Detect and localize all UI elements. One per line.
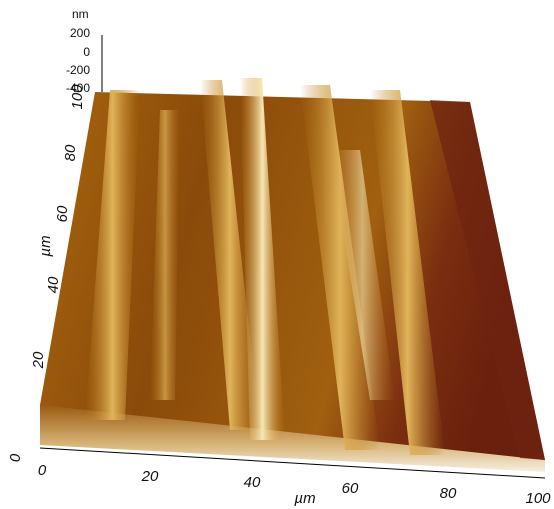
x-tick-label: 80 [440, 485, 457, 502]
y-tick-label: 100 [69, 84, 86, 110]
y-tick-label: 80 [62, 144, 79, 161]
z-tick-label: 0 [83, 45, 90, 59]
z-axis-unit: nm [72, 7, 89, 21]
y-axis-unit: µm [37, 235, 54, 256]
y-tick-label: 0 [7, 453, 24, 462]
x-tick-label: 0 [38, 462, 47, 479]
x-tick-label: 20 [141, 468, 159, 485]
z-tick-label: -200 [66, 63, 90, 77]
y-tick-label: 40 [45, 276, 62, 293]
y-tick-label: 60 [54, 205, 71, 222]
x-tick-label: 100 [525, 490, 551, 507]
z-tick-label: 200 [70, 26, 90, 40]
z-axis: nm 200 0 -200 -400 [66, 7, 102, 95]
surface [40, 78, 545, 472]
x-tick-label: 60 [342, 480, 359, 497]
y-tick-label: 20 [30, 351, 47, 369]
x-axis-unit: µm [294, 490, 315, 507]
x-tick-label: 40 [244, 474, 261, 491]
afm-surface-plot: nm 200 0 -200 -400 0 20 40 60 80 100 µm … [0, 0, 554, 509]
